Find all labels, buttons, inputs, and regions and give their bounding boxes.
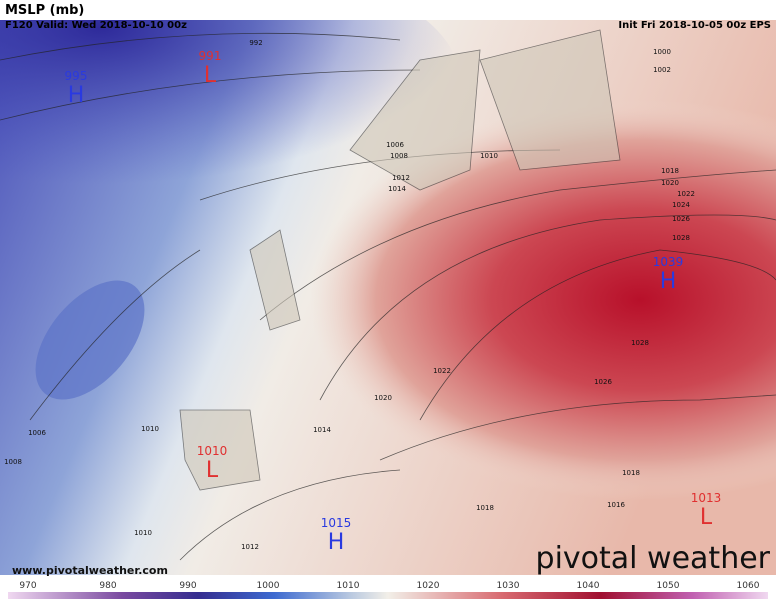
contour-label: 1000 — [653, 48, 671, 56]
contour-label: 1028 — [672, 234, 690, 242]
contour-label: 1018 — [476, 504, 494, 512]
header-bar — [0, 0, 776, 20]
colorbar-tick-label: 1060 — [737, 581, 760, 591]
center-value: 1015 — [321, 516, 352, 530]
contour-label: 992 — [249, 39, 262, 47]
center-letter: H — [660, 269, 677, 294]
center-letter: L — [206, 458, 219, 483]
contour-label: 1010 — [141, 425, 159, 433]
colorbar-tick-label: 1040 — [577, 581, 600, 591]
center-value: 1010 — [197, 444, 228, 458]
contour-label: 1018 — [622, 469, 640, 477]
colorbar-tick-label: 1000 — [257, 581, 280, 591]
init-time: Init Fri 2018-10-05 00z EPS — [618, 20, 771, 31]
high-pressure-area — [310, 100, 776, 500]
center-letter: L — [204, 63, 217, 88]
colorbar-tick-label: 1010 — [337, 581, 360, 591]
contour-label: 1012 — [241, 543, 259, 551]
contour-label: 1014 — [313, 426, 331, 434]
contour-label: 1010 — [480, 152, 498, 160]
center-value: 995 — [65, 69, 88, 83]
colorbar-tick-label: 970 — [19, 581, 36, 591]
contour-label: 1010 — [134, 529, 152, 537]
center-value: 991 — [199, 49, 222, 63]
url: www.pivotalweather.com — [12, 564, 168, 577]
contour-label: 1022 — [433, 367, 451, 375]
valid-time: F120 Valid: Wed 2018-10-10 00z — [5, 20, 187, 31]
colorbar-tick-label: 980 — [99, 581, 116, 591]
contour-label: 1028 — [631, 339, 649, 347]
contour-label: 1006 — [386, 141, 404, 149]
center-letter: H — [328, 530, 345, 555]
contour-label: 1020 — [374, 394, 392, 402]
contour-label: 1026 — [594, 378, 612, 386]
brand: pivotal weather — [536, 541, 771, 576]
title: MSLP (mb) — [5, 3, 84, 18]
contour-label: 1018 — [661, 167, 679, 175]
contour-label: 1008 — [4, 458, 22, 466]
low-pressure-area — [35, 280, 145, 400]
contour-label: 1006 — [28, 429, 46, 437]
contour-label: 1024 — [672, 201, 690, 209]
center-value: 1013 — [691, 491, 722, 505]
colorbar-tick-label: 1020 — [417, 581, 440, 591]
contour-label: 1008 — [390, 152, 408, 160]
colorbar-tick-label: 990 — [179, 581, 196, 591]
colorbar — [8, 592, 768, 599]
contour-label: 1016 — [607, 501, 625, 509]
contour-label: 1022 — [677, 190, 695, 198]
contour-label: 1002 — [653, 66, 671, 74]
center-letter: L — [700, 505, 713, 530]
colorbar-tick-label: 1050 — [657, 581, 680, 591]
low-pressure-area — [0, 0, 460, 210]
contour-label: 1020 — [661, 179, 679, 187]
contour-label: 1026 — [672, 215, 690, 223]
contour-label: 1012 — [392, 174, 410, 182]
contour-label: 1014 — [388, 185, 406, 193]
coastlines — [179, 29, 621, 491]
center-letter: H — [68, 83, 85, 108]
colorbar-tick-label: 1030 — [497, 581, 520, 591]
isobars — [0, 32, 776, 561]
center-value: 1039 — [653, 255, 684, 269]
